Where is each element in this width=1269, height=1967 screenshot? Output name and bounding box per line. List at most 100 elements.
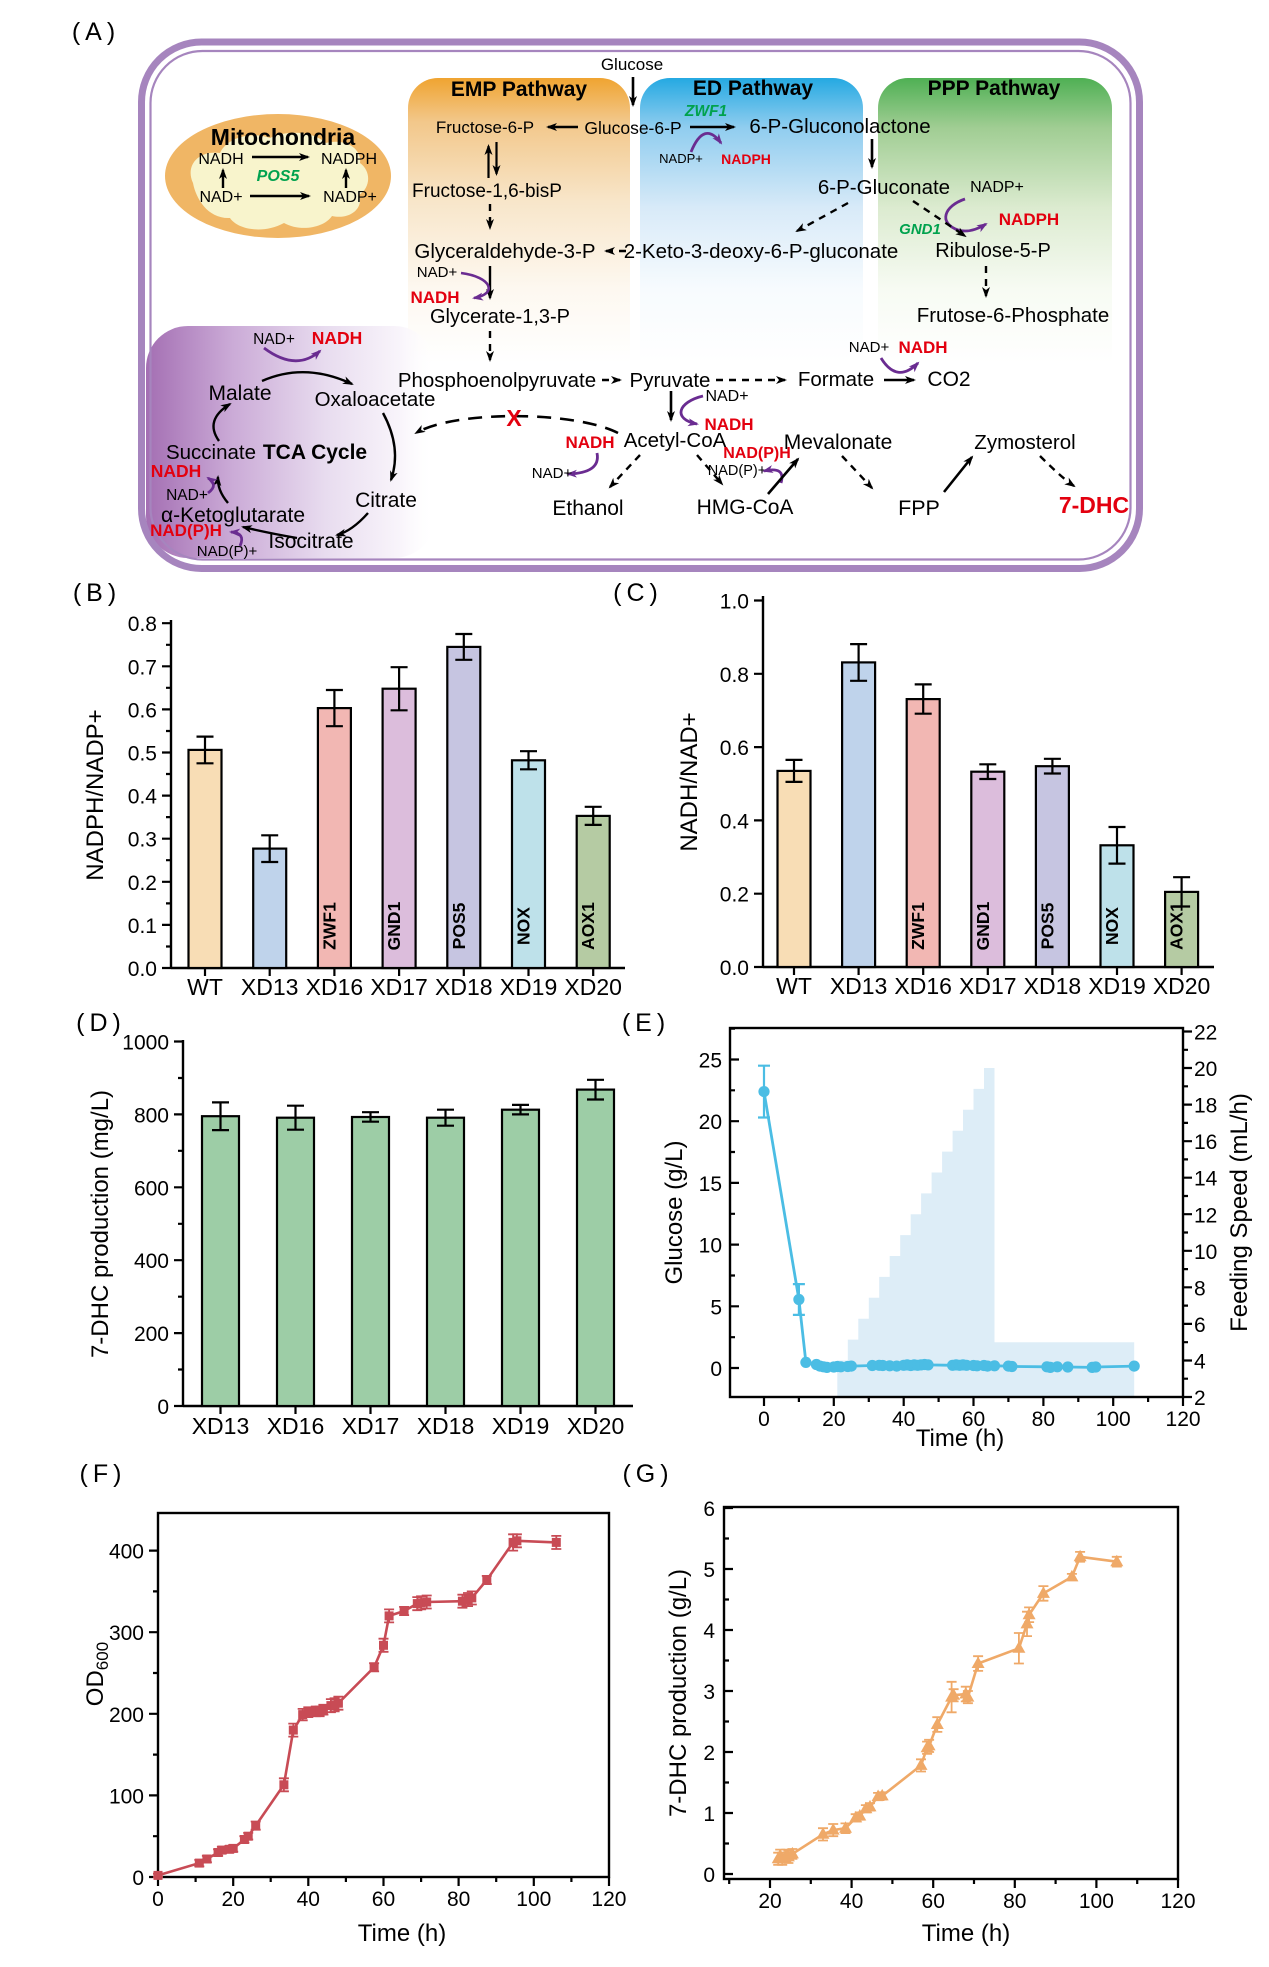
svg-text:GND1: GND1 bbox=[899, 221, 941, 238]
svg-text:0.3: 0.3 bbox=[128, 829, 157, 852]
svg-text:20: 20 bbox=[822, 1408, 845, 1431]
svg-text:22: 22 bbox=[1194, 1022, 1217, 1045]
svg-text:XD13: XD13 bbox=[241, 974, 299, 1000]
svg-text:POS5: POS5 bbox=[257, 168, 301, 185]
svg-text:AOX1: AOX1 bbox=[1167, 902, 1187, 950]
svg-text:X: X bbox=[506, 405, 522, 431]
svg-text:200: 200 bbox=[109, 1704, 144, 1727]
svg-text:WT: WT bbox=[776, 973, 812, 999]
svg-text:0: 0 bbox=[758, 1408, 770, 1431]
svg-text:Oxaloacetate: Oxaloacetate bbox=[315, 388, 436, 411]
svg-text:400: 400 bbox=[134, 1250, 169, 1273]
svg-text:FPP: FPP bbox=[898, 496, 940, 520]
svg-text:XD18: XD18 bbox=[1024, 973, 1082, 999]
svg-text:(F): (F) bbox=[80, 1460, 127, 1488]
svg-text:400: 400 bbox=[109, 1541, 144, 1564]
svg-text:Succinate: Succinate bbox=[166, 441, 256, 464]
svg-text:NAD+: NAD+ bbox=[253, 331, 295, 348]
svg-text:Feeding Speed (mL/h): Feeding Speed (mL/h) bbox=[1226, 1093, 1253, 1332]
svg-text:XD16: XD16 bbox=[267, 1413, 325, 1439]
svg-text:NOX: NOX bbox=[1102, 907, 1122, 945]
svg-text:600: 600 bbox=[134, 1177, 169, 1200]
svg-text:Formate: Formate bbox=[798, 368, 874, 391]
svg-text:GND1: GND1 bbox=[973, 901, 993, 950]
svg-text:(C): (C) bbox=[613, 579, 663, 607]
svg-text:(D): (D) bbox=[76, 1009, 126, 1037]
svg-text:Isocitrate: Isocitrate bbox=[268, 530, 353, 553]
svg-text:300: 300 bbox=[109, 1622, 144, 1645]
svg-text:1: 1 bbox=[703, 1803, 715, 1826]
svg-text:Time (h): Time (h) bbox=[916, 1425, 1004, 1452]
svg-text:1000: 1000 bbox=[122, 1032, 169, 1055]
svg-text:200: 200 bbox=[134, 1323, 169, 1346]
svg-text:NAD+: NAD+ bbox=[532, 465, 573, 482]
svg-text:20: 20 bbox=[758, 1890, 781, 1913]
svg-text:XD17: XD17 bbox=[342, 1413, 400, 1439]
svg-text:XD20: XD20 bbox=[567, 1413, 625, 1439]
svg-text:12: 12 bbox=[1194, 1204, 1217, 1227]
svg-text:0.4: 0.4 bbox=[720, 810, 750, 833]
svg-text:CO2: CO2 bbox=[927, 368, 970, 391]
svg-text:NAD+: NAD+ bbox=[166, 487, 208, 504]
svg-text:0.8: 0.8 bbox=[128, 613, 157, 636]
svg-text:Fructose-1,6-bisP: Fructose-1,6-bisP bbox=[412, 181, 562, 202]
svg-text:60: 60 bbox=[962, 1408, 985, 1431]
svg-text:Glycerate-1,3-P: Glycerate-1,3-P bbox=[430, 306, 570, 328]
svg-text:80: 80 bbox=[447, 1888, 470, 1911]
svg-text:60: 60 bbox=[922, 1890, 945, 1913]
svg-text:80: 80 bbox=[1032, 1408, 1055, 1431]
svg-text:NAD+: NAD+ bbox=[849, 339, 890, 356]
svg-text:NAD(P)+: NAD(P)+ bbox=[197, 543, 258, 560]
svg-text:NADH: NADH bbox=[565, 433, 614, 452]
svg-text:15: 15 bbox=[699, 1173, 722, 1196]
svg-text:2: 2 bbox=[703, 1742, 715, 1765]
svg-text:AOX1: AOX1 bbox=[578, 902, 598, 950]
svg-text:4: 4 bbox=[1194, 1350, 1206, 1373]
svg-text:5: 5 bbox=[710, 1296, 722, 1319]
svg-text:0.0: 0.0 bbox=[720, 957, 749, 980]
svg-text:α-Ketoglutarate: α-Ketoglutarate bbox=[161, 504, 305, 527]
svg-text:100: 100 bbox=[1079, 1890, 1114, 1913]
svg-text:100: 100 bbox=[1096, 1408, 1131, 1431]
svg-text:7-DHC: 7-DHC bbox=[1059, 492, 1129, 518]
svg-text:6-P-Gluconolactone: 6-P-Gluconolactone bbox=[749, 115, 930, 138]
svg-text:20: 20 bbox=[1194, 1058, 1217, 1081]
svg-text:Zymosterol: Zymosterol bbox=[974, 431, 1075, 454]
svg-text:100: 100 bbox=[109, 1785, 144, 1808]
svg-text:ZWF1: ZWF1 bbox=[684, 103, 727, 120]
svg-text:NADH: NADH bbox=[410, 288, 459, 307]
svg-text:XD17: XD17 bbox=[370, 974, 428, 1000]
svg-text:Phosphoenolpyruvate: Phosphoenolpyruvate bbox=[398, 369, 596, 392]
svg-text:ZWF1: ZWF1 bbox=[908, 902, 928, 950]
svg-text:XD18: XD18 bbox=[417, 1413, 475, 1439]
svg-text:POS5: POS5 bbox=[449, 902, 469, 949]
svg-text:6: 6 bbox=[703, 1498, 715, 1521]
svg-text:7-DHC production (mg/L): 7-DHC production (mg/L) bbox=[87, 1090, 114, 1358]
svg-text:5: 5 bbox=[703, 1559, 715, 1582]
svg-text:XD18: XD18 bbox=[435, 974, 493, 1000]
svg-text:XD17: XD17 bbox=[959, 973, 1017, 999]
svg-text:0: 0 bbox=[710, 1358, 722, 1381]
svg-text:(E): (E) bbox=[622, 1009, 670, 1037]
svg-text:0.0: 0.0 bbox=[128, 958, 157, 981]
svg-text:(A): (A) bbox=[72, 18, 120, 46]
svg-text:0.6: 0.6 bbox=[128, 699, 157, 722]
svg-text:120: 120 bbox=[591, 1888, 626, 1911]
svg-text:ZWF1: ZWF1 bbox=[319, 902, 339, 950]
svg-text:Frutose-6-Phosphate: Frutose-6-Phosphate bbox=[917, 304, 1110, 327]
svg-text:Pyruvate: Pyruvate bbox=[630, 369, 711, 392]
svg-text:0.1: 0.1 bbox=[128, 915, 157, 938]
svg-text:NADH/NAD+: NADH/NAD+ bbox=[676, 712, 703, 851]
svg-text:XD20: XD20 bbox=[1153, 973, 1211, 999]
svg-text:0.6: 0.6 bbox=[720, 737, 749, 760]
svg-text:40: 40 bbox=[892, 1408, 915, 1431]
svg-text:Glucose: Glucose bbox=[601, 55, 663, 74]
svg-text:Mitochondria: Mitochondria bbox=[211, 124, 356, 150]
svg-text:OD600: OD600 bbox=[82, 1642, 112, 1706]
svg-text:14: 14 bbox=[1194, 1168, 1218, 1191]
svg-text:XD13: XD13 bbox=[830, 973, 888, 999]
svg-text:Ethanol: Ethanol bbox=[552, 497, 623, 520]
svg-text:80: 80 bbox=[1003, 1890, 1026, 1913]
svg-text:NAD+: NAD+ bbox=[417, 264, 458, 281]
svg-text:Mevalonate: Mevalonate bbox=[784, 431, 893, 454]
